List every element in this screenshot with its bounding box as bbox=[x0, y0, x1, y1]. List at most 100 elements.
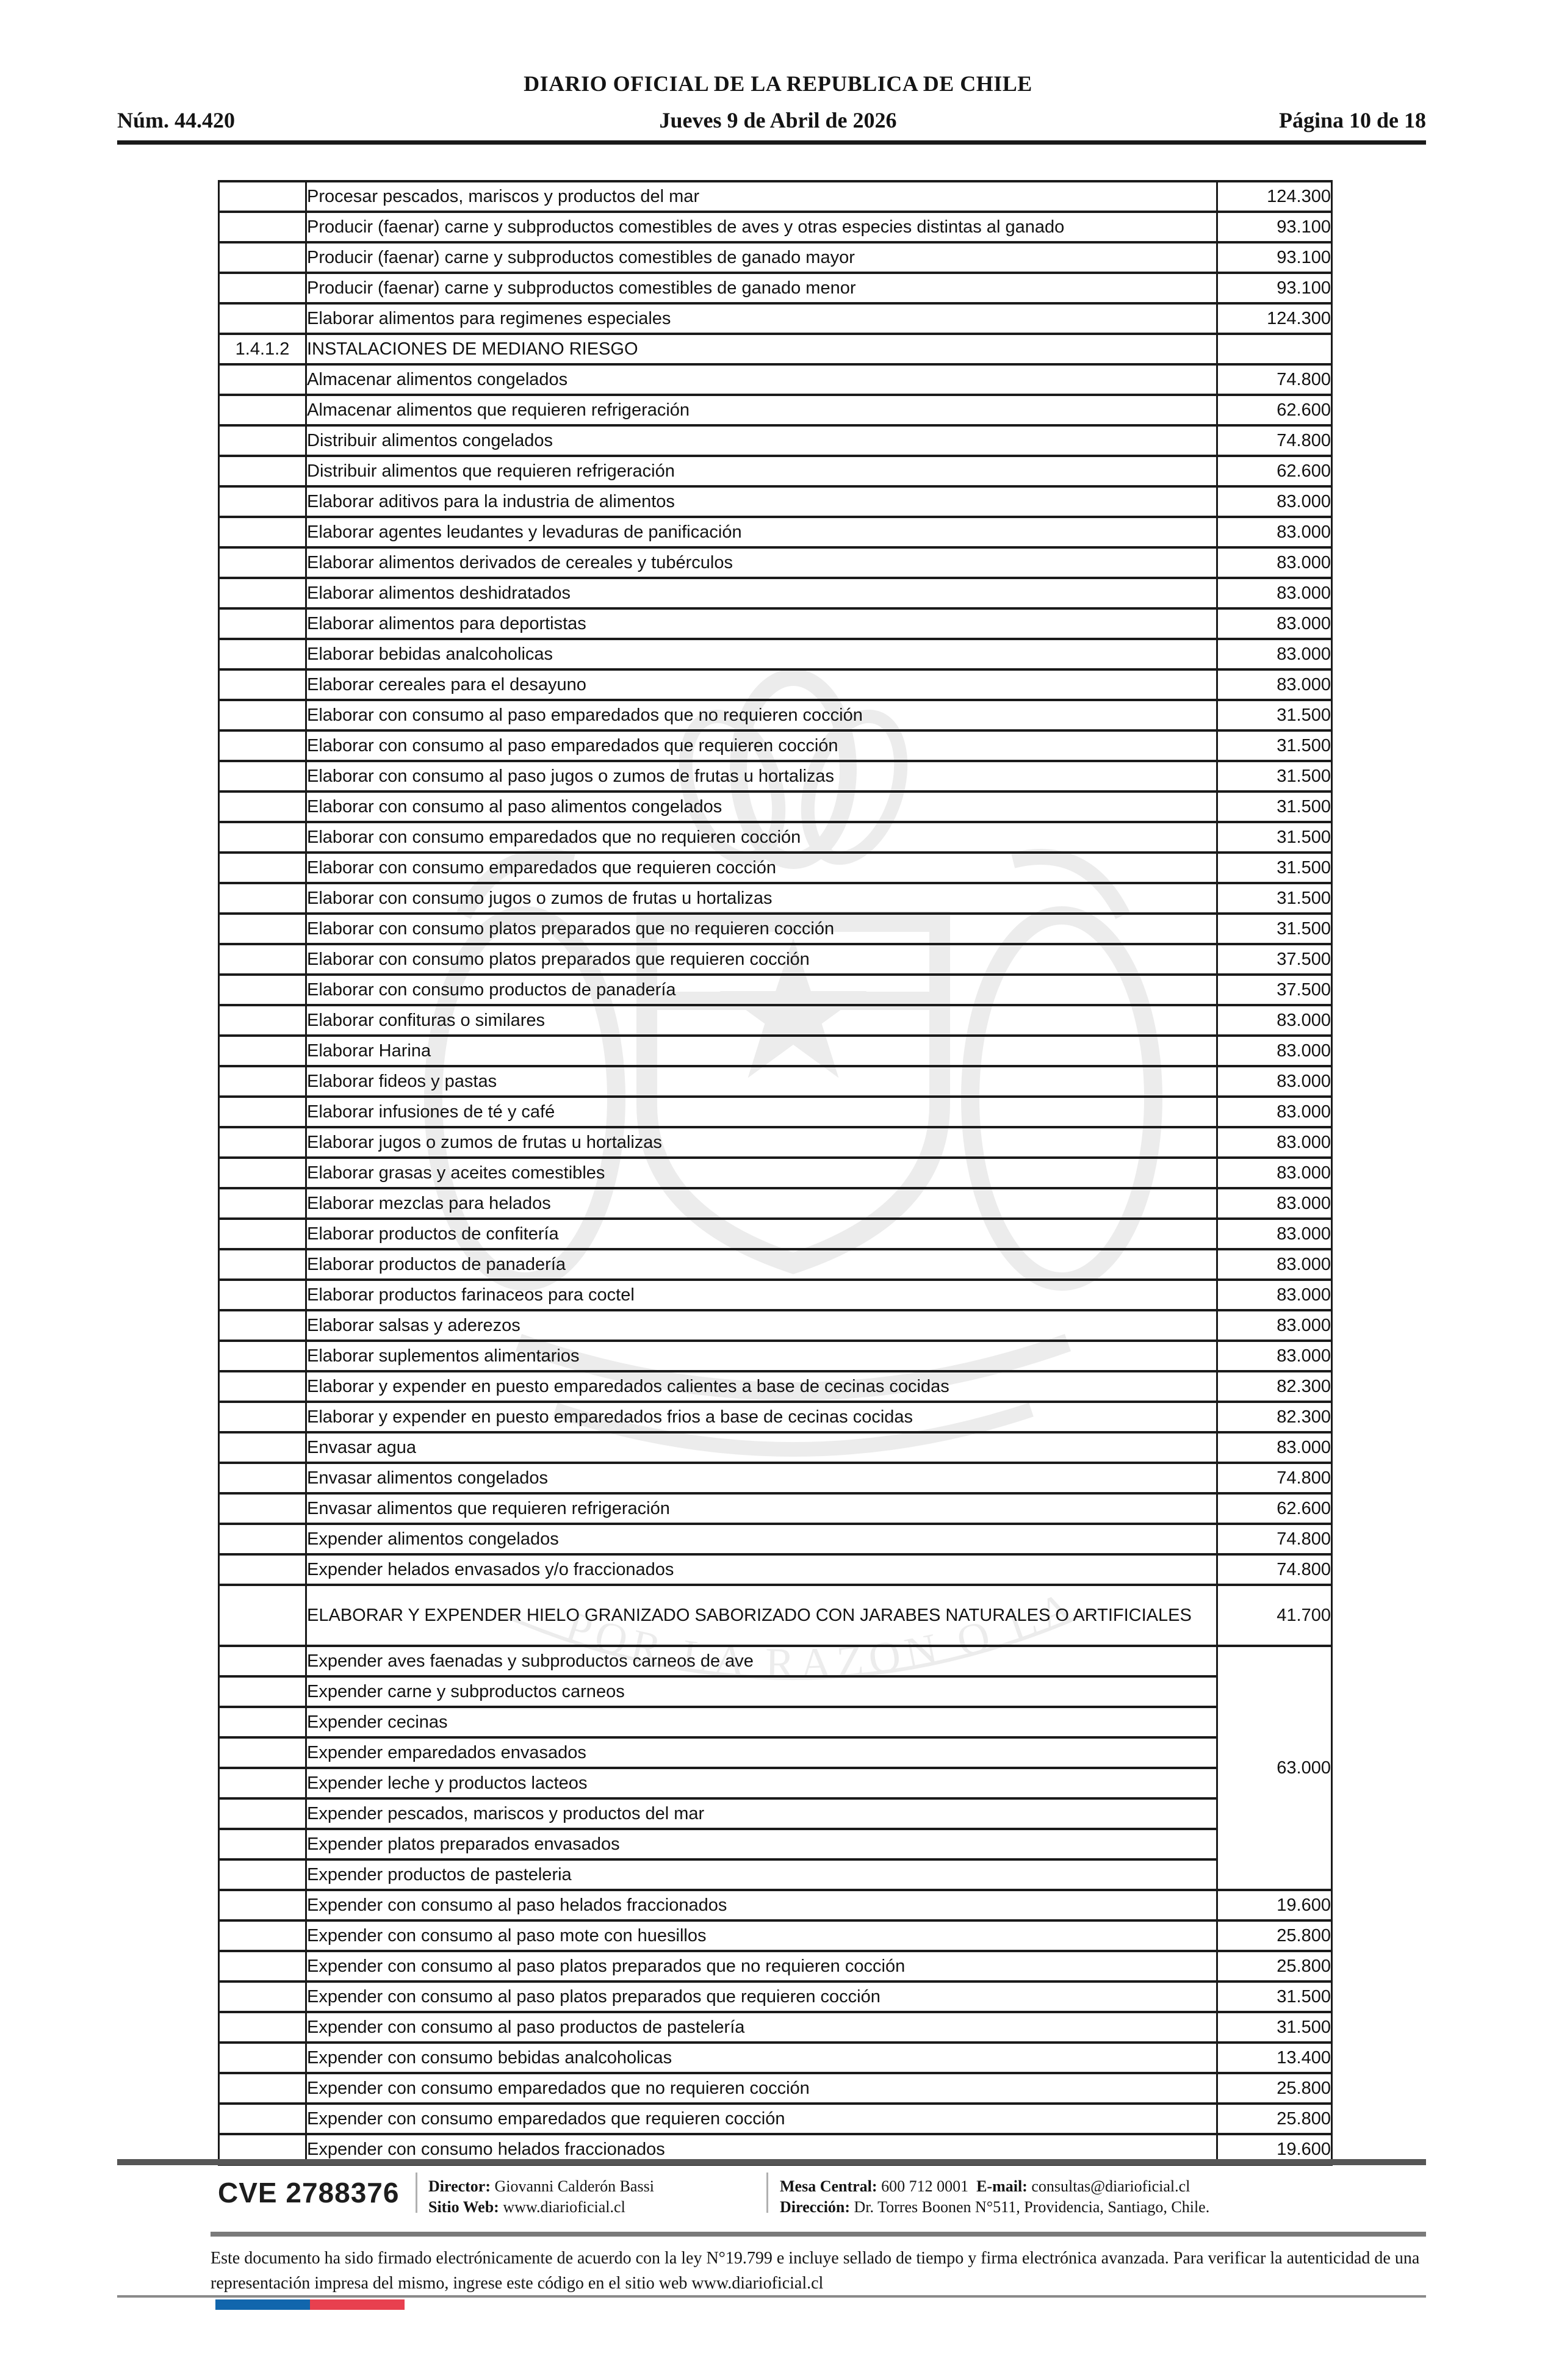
value-cell: 25.800 bbox=[1218, 2074, 1333, 2105]
value-cell: 31.500 bbox=[1218, 2013, 1333, 2044]
value-cell: 31.500 bbox=[1218, 701, 1333, 732]
fee-table-body: Procesar pescados, mariscos y productos … bbox=[220, 182, 1333, 2166]
value-cell: 83.000 bbox=[1218, 1128, 1333, 1159]
description-cell: Expender con consumo al paso platos prep… bbox=[307, 1952, 1218, 1983]
code-cell bbox=[220, 2044, 307, 2074]
description-cell: Producir (faenar) carne y subproductos c… bbox=[307, 243, 1218, 274]
value-cell: 83.000 bbox=[1218, 1189, 1333, 1220]
description-cell: Elaborar agentes leudantes y levaduras d… bbox=[307, 518, 1218, 549]
table-row: Envasar alimentos que requieren refriger… bbox=[220, 1495, 1333, 1525]
value-cell: 31.500 bbox=[1218, 854, 1333, 884]
table-row: Elaborar con consumo al paso alimentos c… bbox=[220, 793, 1333, 823]
director-label: Director: bbox=[428, 2177, 491, 2195]
value-cell: 83.000 bbox=[1218, 1281, 1333, 1311]
description-cell: Elaborar confituras o similares bbox=[307, 1006, 1218, 1037]
code-cell bbox=[220, 1250, 307, 1281]
description-cell: INSTALACIONES DE MEDIANO RIESGO bbox=[307, 335, 1218, 366]
description-cell: Elaborar alimentos deshidratados bbox=[307, 579, 1218, 610]
table-row: Elaborar Harina 83.000 bbox=[220, 1037, 1333, 1067]
description-cell: Elaborar con consumo emparedados que no … bbox=[307, 823, 1218, 854]
description-cell: Elaborar productos de panadería bbox=[307, 1250, 1218, 1281]
code-cell bbox=[220, 1159, 307, 1189]
chile-flag-bar bbox=[215, 2299, 405, 2310]
table-row: ELABORAR Y EXPENDER HIELO GRANIZADO SABO… bbox=[220, 1586, 1333, 1647]
description-cell: Producir (faenar) carne y subproductos c… bbox=[307, 213, 1218, 243]
code-cell bbox=[220, 732, 307, 762]
table-row: Elaborar con consumo emparedados que no … bbox=[220, 823, 1333, 854]
table-row: Expender carne y subproductos carneos bbox=[220, 1678, 1333, 1708]
code-cell bbox=[220, 1311, 307, 1342]
mesa-line: Mesa Central: 600 712 0001 E-mail: consu… bbox=[780, 2176, 1209, 2197]
value-cell: 83.000 bbox=[1218, 1220, 1333, 1250]
code-cell bbox=[220, 1708, 307, 1739]
description-cell: Expender con consumo al paso mote con hu… bbox=[307, 1922, 1218, 1952]
flag-blue-segment bbox=[215, 2299, 310, 2310]
mesa-value: 600 712 0001 bbox=[881, 2177, 969, 2195]
description-cell: Elaborar grasas y aceites comestibles bbox=[307, 1159, 1218, 1189]
table-row: Elaborar productos farinaceos para cocte… bbox=[220, 1281, 1333, 1311]
header-rule bbox=[117, 140, 1426, 145]
code-cell: 1.4.1.2 bbox=[220, 335, 307, 366]
code-cell bbox=[220, 1067, 307, 1098]
description-cell: Procesar pescados, mariscos y productos … bbox=[307, 182, 1218, 213]
table-row: Elaborar agentes leudantes y levaduras d… bbox=[220, 518, 1333, 549]
code-cell bbox=[220, 915, 307, 945]
code-cell bbox=[220, 457, 307, 488]
description-cell: Distribuir alimentos congelados bbox=[307, 427, 1218, 457]
value-cell: 83.000 bbox=[1218, 1311, 1333, 1342]
description-cell: Envasar alimentos que requieren refriger… bbox=[307, 1495, 1218, 1525]
table-row: Elaborar productos de panadería 83.000 bbox=[220, 1250, 1333, 1281]
gazette-title: DIARIO OFICIAL DE LA REPUBLICA DE CHILE bbox=[524, 71, 1032, 96]
table-row: Expender helados envasados y/o fracciona… bbox=[220, 1556, 1333, 1586]
value-cell: 25.800 bbox=[1218, 2105, 1333, 2135]
code-cell bbox=[220, 182, 307, 213]
table-row: Elaborar confituras o similares 83.000 bbox=[220, 1006, 1333, 1037]
value-cell: 83.000 bbox=[1218, 1006, 1333, 1037]
code-cell bbox=[220, 854, 307, 884]
code-cell bbox=[220, 1006, 307, 1037]
value-cell: 31.500 bbox=[1218, 915, 1333, 945]
description-cell: Elaborar con consumo jugos o zumos de fr… bbox=[307, 884, 1218, 915]
code-cell bbox=[220, 1769, 307, 1800]
code-cell bbox=[220, 701, 307, 732]
description-cell: Expender aves faenadas y subproductos ca… bbox=[307, 1647, 1218, 1678]
value-cell: 83.000 bbox=[1218, 488, 1333, 518]
table-row: Producir (faenar) carne y subproductos c… bbox=[220, 213, 1333, 243]
code-cell bbox=[220, 976, 307, 1006]
table-row: Procesar pescados, mariscos y productos … bbox=[220, 182, 1333, 213]
description-cell: Expender helados envasados y/o fracciona… bbox=[307, 1556, 1218, 1586]
table-row: Elaborar con consumo productos de panade… bbox=[220, 976, 1333, 1006]
email-value: consultas@diarioficial.cl bbox=[1031, 2177, 1190, 2195]
table-row: Elaborar jugos o zumos de frutas u horta… bbox=[220, 1128, 1333, 1159]
code-cell bbox=[220, 1647, 307, 1678]
code-cell bbox=[220, 1464, 307, 1495]
description-cell: Elaborar con consumo al paso emparedados… bbox=[307, 701, 1218, 732]
table-row: Elaborar bebidas analcoholicas 83.000 bbox=[220, 640, 1333, 671]
table-row: Expender cecinas bbox=[220, 1708, 1333, 1739]
code-cell bbox=[220, 762, 307, 793]
description-cell: Expender con consumo al paso helados fra… bbox=[307, 1891, 1218, 1922]
description-cell: Elaborar suplementos alimentarios bbox=[307, 1342, 1218, 1372]
value-cell: 83.000 bbox=[1218, 1250, 1333, 1281]
code-cell bbox=[220, 1189, 307, 1220]
value-cell: 25.800 bbox=[1218, 1952, 1333, 1983]
description-cell: Envasar alimentos congelados bbox=[307, 1464, 1218, 1495]
legal-notice: Este documento ha sido firmado electróni… bbox=[211, 2249, 1420, 2293]
table-row: Elaborar con consumo al paso jugos o zum… bbox=[220, 762, 1333, 793]
value-cell-merged: 63.000 bbox=[1218, 1647, 1333, 1891]
description-cell: Elaborar infusiones de té y café bbox=[307, 1098, 1218, 1128]
table-row: Expender con consumo al paso platos prep… bbox=[220, 1983, 1333, 2013]
description-cell: Expender emparedados envasados bbox=[307, 1739, 1218, 1769]
director-line: Director: Giovanni Calderón Bassi bbox=[428, 2176, 654, 2197]
code-cell bbox=[220, 610, 307, 640]
code-cell bbox=[220, 823, 307, 854]
code-cell bbox=[220, 2105, 307, 2135]
value-cell: 83.000 bbox=[1218, 1159, 1333, 1189]
table-row: Elaborar alimentos deshidratados 83.000 bbox=[220, 579, 1333, 610]
code-cell bbox=[220, 579, 307, 610]
description-cell: Expender alimentos congelados bbox=[307, 1525, 1218, 1556]
description-cell: ELABORAR Y EXPENDER HIELO GRANIZADO SABO… bbox=[307, 1586, 1218, 1647]
footer-divider bbox=[766, 2173, 768, 2213]
table-row: Elaborar alimentos derivados de cereales… bbox=[220, 549, 1333, 579]
table-row: Elaborar productos de confitería 83.000 bbox=[220, 1220, 1333, 1250]
